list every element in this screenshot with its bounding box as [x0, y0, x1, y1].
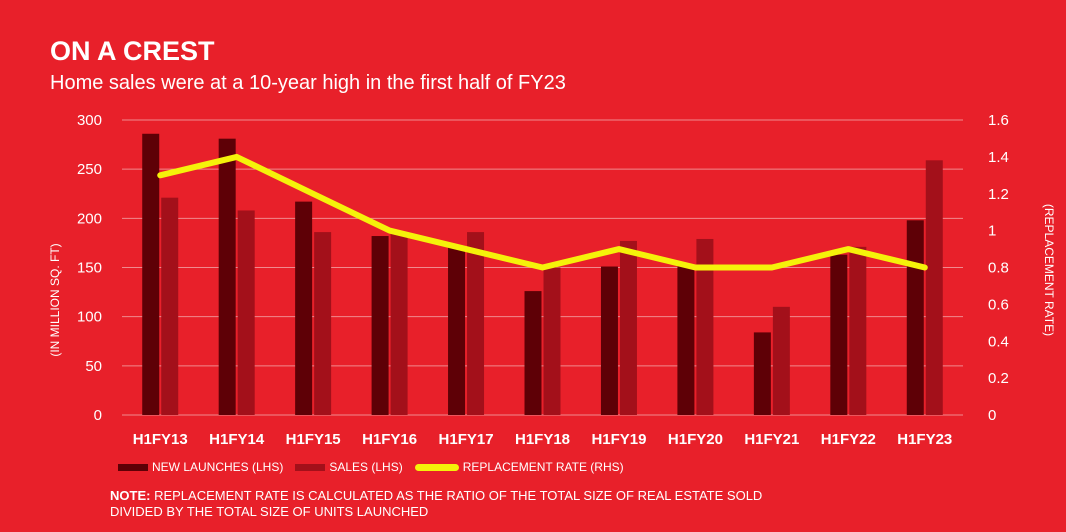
legend-item-sales: SALES (LHS): [295, 460, 403, 474]
left-axis-ticks: 300 250 200 150 100 50 0: [77, 112, 102, 424]
bar-new-launches: [753, 332, 771, 415]
category-label: H1FY13: [133, 431, 188, 448]
legend-swatch-replacement-rate: [414, 463, 459, 471]
legend-label: SALES (LHS): [329, 460, 403, 474]
right-axis-ticks: 1.6 1.4 1.2 1 0.8 0.6 0.4 0.2 0: [988, 112, 1009, 424]
gridlines: [122, 119, 963, 416]
bar-new-launches: [371, 236, 389, 415]
bar-sales: [925, 160, 943, 415]
bar-new-launches: [600, 266, 618, 415]
category-label: H1FY20: [668, 431, 723, 448]
category-label: H1FY22: [821, 431, 876, 448]
right-axis-label: (REPLACEMENT RATE): [1042, 204, 1056, 336]
left-tick-label: 100: [77, 309, 102, 326]
legend-item-replacement-rate: REPLACEMENT RATE (RHS): [414, 460, 624, 474]
right-tick-label: 0.2: [988, 370, 1009, 387]
category-label: H1FY14: [209, 431, 265, 448]
bar-new-launches: [295, 201, 313, 415]
legend: NEW LAUNCHES (LHS) SALES (LHS) REPLACEME…: [118, 460, 636, 474]
bar-sales: [390, 232, 408, 415]
bar-sales: [619, 240, 637, 415]
right-tick-label: 1.2: [988, 186, 1009, 203]
left-tick-label: 0: [94, 407, 102, 424]
left-axis-label: (IN MILLION SQ. FT): [48, 243, 62, 356]
replacement-rate-series: [157, 153, 928, 271]
chart-title: ON A CREST: [50, 36, 215, 66]
right-tick-label: 0.4: [988, 333, 1009, 350]
right-tick-label: 1.6: [988, 112, 1009, 129]
legend-swatch-sales: [295, 463, 326, 471]
bar-new-launches: [906, 220, 924, 415]
category-labels: H1FY13 H1FY14 H1FY15 H1FY16 H1FY17 H1FY18 H1FY…: [133, 431, 953, 448]
right-tick-label: 0: [988, 407, 996, 424]
bar-new-launches: [142, 133, 160, 415]
category-label: H1FY17: [439, 431, 494, 448]
left-tick-label: 300: [77, 112, 102, 129]
footnote: NOTE: REPLACEMENT RATE IS CALCULATED AS …: [110, 488, 810, 520]
legend-label: NEW LAUNCHES (LHS): [152, 460, 284, 474]
chart-subtitle: Home sales were at a 10-year high in the…: [50, 72, 566, 94]
category-label: H1FY21: [744, 431, 799, 448]
left-tick-label: 150: [77, 260, 102, 277]
bars: [142, 133, 943, 415]
category-label: H1FY18: [515, 431, 570, 448]
legend-label: REPLACEMENT RATE (RHS): [462, 460, 624, 474]
category-label: H1FY16: [362, 431, 417, 448]
bar-sales: [314, 232, 332, 415]
footnote-text: REPLACEMENT RATE IS CALCULATED AS THE RA…: [110, 488, 763, 519]
right-tick-label: 0.8: [988, 260, 1009, 277]
right-tick-label: 0.6: [988, 296, 1009, 313]
right-tick-label: 1.4: [988, 149, 1009, 166]
category-label: H1FY23: [897, 431, 952, 448]
footnote-prefix: NOTE:: [110, 488, 151, 503]
bar-sales: [161, 197, 179, 415]
bar-new-launches: [524, 291, 542, 415]
bar-sales: [543, 267, 561, 415]
bar-new-launches: [218, 138, 236, 415]
bar-new-launches: [448, 245, 466, 415]
bar-new-launches: [677, 266, 695, 415]
legend-item-new-launches: NEW LAUNCHES (LHS): [118, 460, 283, 474]
category-label: H1FY15: [286, 431, 341, 448]
replacement-rate-line: [157, 153, 928, 271]
left-tick-label: 200: [77, 210, 102, 227]
bar-sales: [696, 238, 714, 415]
bar-sales: [849, 246, 867, 415]
bar-sales: [237, 210, 255, 415]
bar-sales: [772, 306, 790, 415]
legend-swatch-new-launches: [118, 463, 148, 471]
chart-plot: 300 250 200 150 100 50 0 1.6 1.4 1.2 1 0.8 0.6 0.4 0.…: [48, 112, 1056, 448]
bar-sales: [467, 232, 485, 415]
left-tick-label: 250: [77, 161, 102, 178]
category-label: H1FY19: [591, 431, 646, 448]
bar-new-launches: [830, 254, 848, 415]
right-tick-label: 1: [988, 223, 996, 240]
left-tick-label: 50: [85, 358, 102, 375]
